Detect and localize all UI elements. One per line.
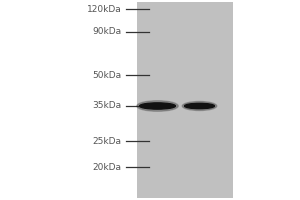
Text: 50kDa: 50kDa <box>92 71 122 79</box>
Text: 90kDa: 90kDa <box>92 27 122 36</box>
Ellipse shape <box>140 103 175 109</box>
Bar <box>136 2 232 198</box>
Text: 35kDa: 35kDa <box>92 102 122 110</box>
Text: 25kDa: 25kDa <box>92 136 122 146</box>
Ellipse shape <box>182 102 217 110</box>
Ellipse shape <box>137 101 178 111</box>
Ellipse shape <box>184 103 214 109</box>
Text: 20kDa: 20kDa <box>92 162 122 171</box>
Text: 120kDa: 120kDa <box>87 4 122 14</box>
